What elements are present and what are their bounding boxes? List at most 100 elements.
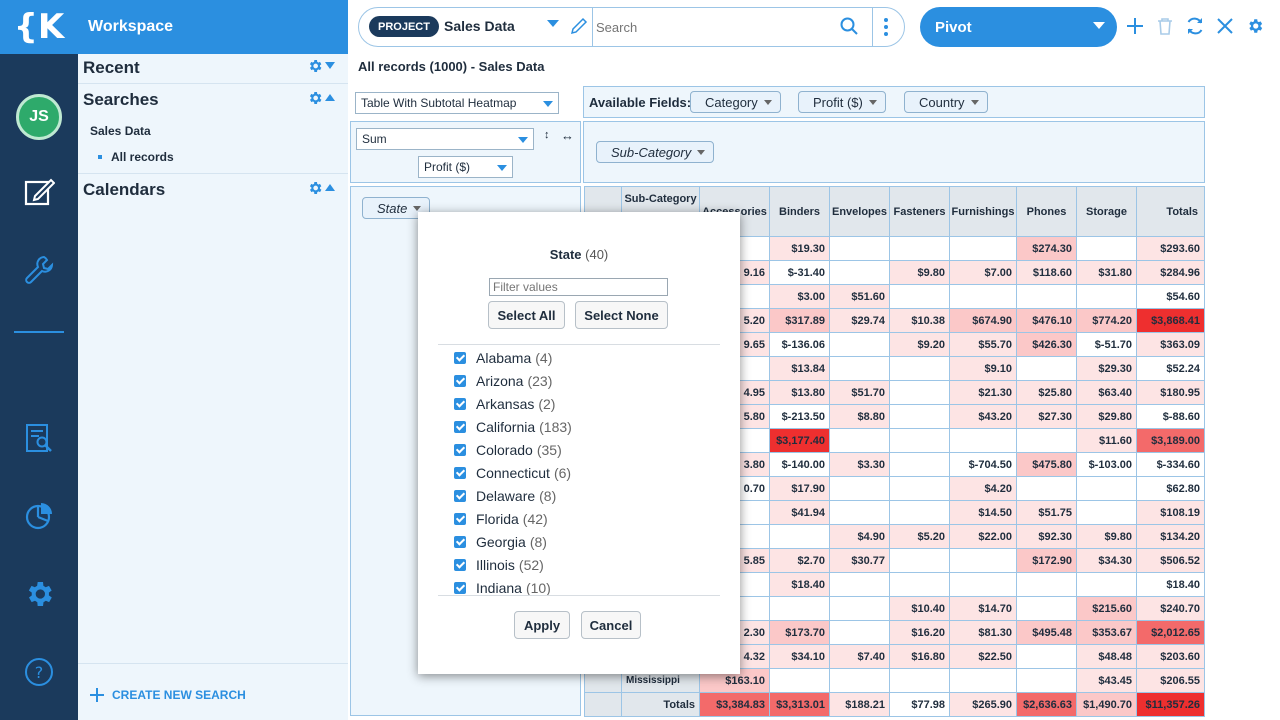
table-cell[interactable] bbox=[889, 428, 950, 453]
table-cell[interactable] bbox=[1016, 476, 1077, 501]
table-cell[interactable]: $29.74 bbox=[829, 308, 890, 333]
table-cell[interactable]: $19.30 bbox=[769, 236, 830, 261]
field-chip-profit[interactable]: Profit ($) bbox=[798, 91, 886, 113]
table-cell[interactable]: $363.09 bbox=[1136, 332, 1205, 357]
cancel-button[interactable]: Cancel bbox=[581, 611, 641, 639]
pencil-icon[interactable] bbox=[570, 17, 588, 35]
table-cell[interactable]: $475.80 bbox=[1016, 452, 1077, 477]
table-cell[interactable] bbox=[949, 284, 1017, 309]
wrench-icon[interactable] bbox=[19, 250, 59, 290]
table-cell[interactable]: $63.40 bbox=[1076, 380, 1137, 405]
table-cell[interactable] bbox=[949, 668, 1017, 693]
table-cell[interactable] bbox=[1076, 236, 1137, 261]
table-cell[interactable] bbox=[1016, 572, 1077, 597]
table-cell[interactable] bbox=[889, 476, 950, 501]
table-cell[interactable]: $13.84 bbox=[769, 356, 830, 381]
table-cell[interactable] bbox=[889, 452, 950, 477]
table-cell[interactable]: $92.30 bbox=[1016, 524, 1077, 549]
table-cell[interactable]: $173.70 bbox=[769, 620, 830, 645]
table-cell[interactable]: $3,189.00 bbox=[1136, 428, 1205, 453]
table-cell[interactable]: $18.40 bbox=[769, 572, 830, 597]
table-cell[interactable]: $180.95 bbox=[1136, 380, 1205, 405]
col-header[interactable]: Envelopes bbox=[829, 186, 890, 237]
chevron-down-icon[interactable] bbox=[547, 20, 559, 28]
table-cell[interactable]: $774.20 bbox=[1076, 308, 1137, 333]
state-option[interactable]: Illinois (52) bbox=[454, 555, 544, 575]
aggregator-select[interactable]: Sum bbox=[356, 128, 534, 150]
total-cell[interactable]: $2,636.63 bbox=[1016, 692, 1077, 717]
state-option[interactable]: Indiana (10) bbox=[454, 578, 551, 598]
table-cell[interactable]: $118.60 bbox=[1016, 260, 1077, 285]
table-cell[interactable]: $8.80 bbox=[829, 404, 890, 429]
col-header[interactable]: Fasteners bbox=[889, 186, 950, 237]
saved-item-all-records[interactable]: All records bbox=[98, 150, 174, 164]
checkbox-checked-icon[interactable] bbox=[454, 352, 466, 364]
table-cell[interactable]: $34.10 bbox=[769, 644, 830, 669]
table-cell[interactable]: $108.19 bbox=[1136, 500, 1205, 525]
table-cell[interactable]: $31.80 bbox=[1076, 260, 1137, 285]
table-cell[interactable]: $11.60 bbox=[1076, 428, 1137, 453]
table-cell[interactable] bbox=[949, 548, 1017, 573]
sort-rows-icon[interactable]: ↕ bbox=[544, 129, 550, 141]
state-option[interactable]: Colorado (35) bbox=[454, 440, 562, 460]
table-cell[interactable]: $495.48 bbox=[1016, 620, 1077, 645]
col-header[interactable]: Phones bbox=[1016, 186, 1077, 237]
table-cell[interactable]: $4.20 bbox=[949, 476, 1017, 501]
state-option[interactable]: Arkansas (2) bbox=[454, 394, 555, 414]
settings-icon[interactable] bbox=[1243, 14, 1267, 38]
table-cell[interactable] bbox=[889, 380, 950, 405]
table-cell[interactable] bbox=[1016, 356, 1077, 381]
pie-chart-icon[interactable] bbox=[19, 496, 59, 536]
row-field-chip[interactable]: State bbox=[362, 197, 431, 219]
col-header[interactable]: Storage bbox=[1076, 186, 1137, 237]
table-cell[interactable]: $-136.06 bbox=[769, 332, 830, 357]
table-cell[interactable] bbox=[889, 404, 950, 429]
table-cell[interactable] bbox=[829, 620, 890, 645]
table-cell[interactable]: $240.70 bbox=[1136, 596, 1205, 621]
table-cell[interactable]: $-140.00 bbox=[769, 452, 830, 477]
table-cell[interactable]: $3.00 bbox=[769, 284, 830, 309]
searches-heading[interactable]: Searches bbox=[83, 90, 159, 109]
table-cell[interactable] bbox=[829, 236, 890, 261]
field-chip-category[interactable]: Category bbox=[690, 91, 781, 113]
table-cell[interactable] bbox=[889, 572, 950, 597]
table-cell[interactable]: $274.30 bbox=[1016, 236, 1077, 261]
table-cell[interactable]: $62.80 bbox=[1136, 476, 1205, 501]
table-cell[interactable]: $10.40 bbox=[889, 596, 950, 621]
trash-icon[interactable] bbox=[1153, 14, 1177, 38]
table-cell[interactable] bbox=[829, 332, 890, 357]
table-cell[interactable] bbox=[1016, 284, 1077, 309]
close-icon[interactable] bbox=[1213, 14, 1237, 38]
project-selector[interactable]: Sales Data bbox=[444, 18, 515, 34]
table-cell[interactable]: $25.80 bbox=[1016, 380, 1077, 405]
table-cell[interactable] bbox=[889, 668, 950, 693]
more-vertical-icon[interactable] bbox=[882, 16, 890, 38]
table-cell[interactable]: $3,868.41 bbox=[1136, 308, 1205, 333]
table-cell[interactable]: $51.70 bbox=[829, 380, 890, 405]
table-cell[interactable]: $21.30 bbox=[949, 380, 1017, 405]
table-cell[interactable]: $9.80 bbox=[889, 260, 950, 285]
table-cell[interactable]: $41.94 bbox=[769, 500, 830, 525]
total-cell[interactable]: $3,313.01 bbox=[769, 692, 830, 717]
total-cell[interactable]: $188.21 bbox=[829, 692, 890, 717]
refresh-icon[interactable] bbox=[1183, 14, 1207, 38]
table-cell[interactable] bbox=[769, 524, 830, 549]
table-cell[interactable]: $-51.70 bbox=[1076, 332, 1137, 357]
renderer-select[interactable]: Table With Subtotal Heatmap bbox=[355, 92, 559, 114]
table-cell[interactable]: $14.70 bbox=[949, 596, 1017, 621]
table-cell[interactable]: $48.48 bbox=[1076, 644, 1137, 669]
table-cell[interactable] bbox=[1076, 476, 1137, 501]
table-cell[interactable] bbox=[889, 356, 950, 381]
table-cell[interactable]: $3,177.40 bbox=[769, 428, 830, 453]
table-cell[interactable] bbox=[949, 236, 1017, 261]
table-cell[interactable]: $203.60 bbox=[1136, 644, 1205, 669]
checkbox-checked-icon[interactable] bbox=[454, 467, 466, 479]
table-cell[interactable]: $206.55 bbox=[1136, 668, 1205, 693]
create-new-search-button[interactable]: CREATE NEW SEARCH bbox=[90, 688, 246, 702]
calendars-settings[interactable] bbox=[307, 180, 335, 196]
table-cell[interactable] bbox=[769, 668, 830, 693]
table-cell[interactable]: $426.30 bbox=[1016, 332, 1077, 357]
table-cell[interactable]: $7.00 bbox=[949, 260, 1017, 285]
checkbox-checked-icon[interactable] bbox=[454, 421, 466, 433]
table-cell[interactable]: $293.60 bbox=[1136, 236, 1205, 261]
